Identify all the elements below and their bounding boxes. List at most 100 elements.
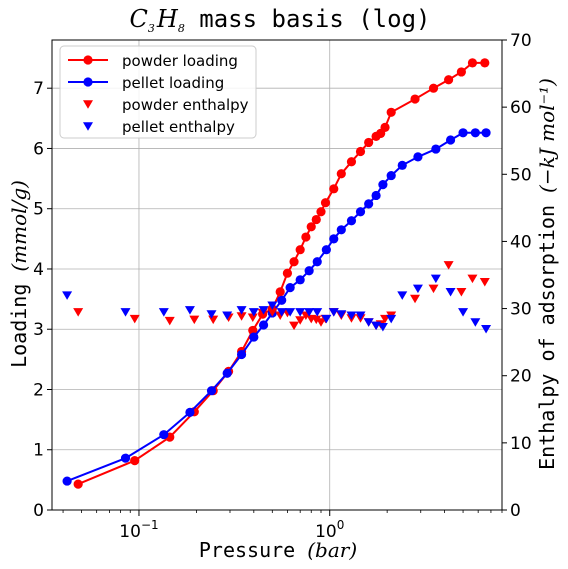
y-tick-label: 6	[33, 139, 44, 159]
data-point	[328, 308, 339, 317]
data-point	[289, 321, 300, 331]
data-point	[410, 94, 420, 104]
legend-label: powder loading	[122, 52, 238, 70]
legend-label: pellet enthalpy	[122, 118, 235, 136]
y2-tick-label: 0	[510, 501, 521, 521]
data-point	[277, 295, 287, 305]
data-point	[480, 58, 490, 68]
data-point	[275, 287, 285, 297]
data-point	[206, 386, 217, 396]
data-point	[295, 245, 305, 255]
data-point	[267, 301, 278, 310]
legend: powder loading pellet loading powder entha…	[59, 45, 257, 139]
data-point	[304, 266, 314, 276]
data-point	[285, 283, 295, 293]
y2-tick-label: 30	[510, 300, 532, 320]
y-axis-label-text: Loading	[7, 272, 31, 368]
title-subscript-3: 3	[148, 22, 155, 35]
data-point	[206, 310, 217, 319]
data-point	[158, 308, 169, 317]
data-point	[73, 308, 84, 317]
data-point	[458, 308, 469, 317]
data-point	[62, 291, 73, 300]
y-axis-label: Loading (mmol/g)	[7, 180, 31, 368]
legend-label: pellet loading	[122, 74, 224, 92]
x-axis-label-text: Pressure	[199, 538, 307, 562]
data-point	[397, 160, 407, 170]
data-point	[481, 324, 492, 334]
data-point	[208, 315, 219, 325]
data-point	[320, 198, 331, 208]
data-point	[380, 122, 390, 132]
data-point	[329, 234, 339, 244]
y2-tick-label: 60	[510, 98, 532, 118]
data-point	[304, 308, 315, 317]
title-subscript-8: 8	[178, 22, 185, 35]
legend-label: powder enthalpy	[122, 96, 249, 114]
legend-marker	[83, 55, 93, 65]
data-point	[258, 320, 269, 330]
y-tick-label: 5	[33, 200, 44, 220]
data-point	[184, 306, 195, 315]
data-point	[311, 214, 321, 225]
y2-tick-label: 40	[510, 232, 532, 252]
x-tick-label: 100	[315, 518, 344, 542]
data-point	[282, 268, 293, 278]
legend-box	[59, 45, 257, 139]
y-tick-label: 2	[33, 380, 44, 400]
y-axis-label-unit: (mmol/g)	[7, 180, 31, 272]
legend-item: pellet loading	[68, 74, 224, 92]
data-point	[467, 58, 478, 68]
data-point	[456, 67, 466, 77]
series-layer	[62, 58, 492, 489]
data-point	[386, 170, 396, 181]
data-point	[306, 222, 316, 232]
data-point	[355, 311, 366, 321]
y2-axis-label-text: Enthalpy of adsorption	[535, 193, 559, 470]
data-point	[316, 207, 326, 217]
data-point	[431, 144, 441, 154]
y2-tick-label: 50	[510, 165, 532, 185]
data-point	[301, 232, 311, 242]
data-point	[312, 308, 323, 317]
title-molecule-c: C	[130, 5, 148, 33]
data-point	[329, 184, 339, 194]
data-point	[164, 316, 175, 326]
legend-item: powder loading	[68, 52, 238, 70]
data-point	[247, 313, 258, 323]
data-point	[222, 311, 233, 321]
data-point	[236, 306, 247, 315]
y-axis-right: 0 10 20 30 40 50 60 70	[502, 31, 532, 521]
data-point	[316, 318, 327, 327]
data-point	[285, 308, 296, 317]
x-tick-label: 10−1	[119, 518, 158, 542]
data-point	[289, 257, 299, 267]
data-point	[470, 318, 481, 327]
y-tick-label: 4	[33, 260, 44, 280]
y-tick-label: 7	[33, 79, 44, 99]
data-point	[295, 275, 305, 285]
data-point	[430, 274, 441, 284]
data-point	[295, 316, 306, 325]
data-point	[73, 479, 83, 489]
data-point	[363, 318, 374, 327]
y-tick-label: 0	[33, 501, 44, 521]
data-point	[321, 314, 332, 324]
x-axis-label-unit: (bar)	[307, 538, 357, 562]
data-point	[159, 430, 169, 440]
data-point	[445, 288, 456, 297]
data-point	[378, 180, 388, 190]
data-point	[311, 315, 322, 325]
y-tick-label: 3	[33, 320, 44, 340]
data-point	[481, 128, 491, 138]
data-point	[276, 308, 287, 317]
y2-axis-label: Enthalpy of adsorption (−kJ mol⁻¹)	[535, 78, 559, 470]
data-point	[129, 314, 140, 324]
data-point	[355, 207, 366, 217]
legend-item: powder enthalpy	[83, 96, 249, 114]
plot-frame	[51, 39, 503, 511]
data-point	[443, 261, 454, 270]
y2-tick-label: 10	[510, 434, 532, 454]
data-point	[185, 407, 195, 417]
data-point	[444, 75, 454, 85]
